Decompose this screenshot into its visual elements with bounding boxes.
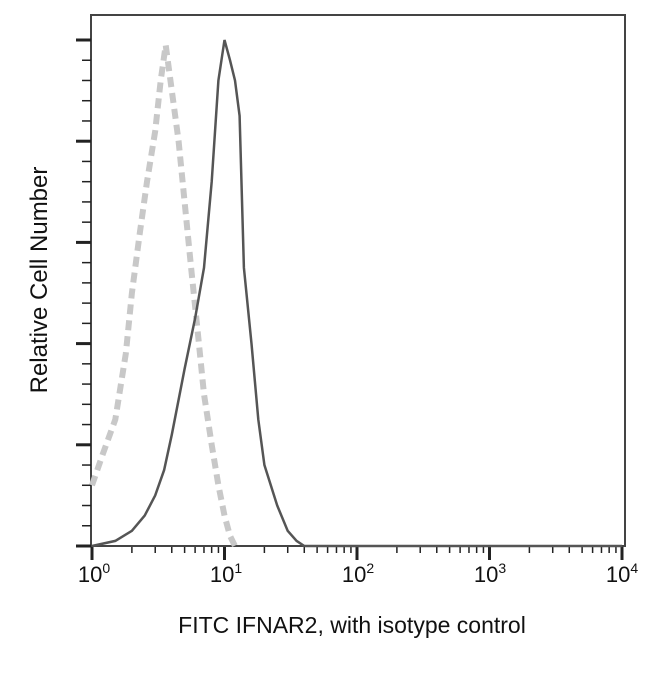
x-axis-ticks (90, 547, 624, 560)
x-tick-label-2: 102 (341, 560, 375, 587)
ifnar2-series (91, 39, 622, 548)
x-tick-label-0: 100 (77, 560, 111, 587)
x-tick-label-4: 104 (605, 560, 639, 587)
plot-series (89, 39, 622, 548)
x-tick-label-1: 101 (209, 560, 243, 587)
y-axis-label: Relative Cell Number (26, 166, 53, 394)
y-axis-ticks (76, 38, 91, 548)
x-axis-label: FITC IFNAR2, with isotype control (178, 612, 526, 638)
x-tick-label-3: 103 (473, 560, 507, 587)
